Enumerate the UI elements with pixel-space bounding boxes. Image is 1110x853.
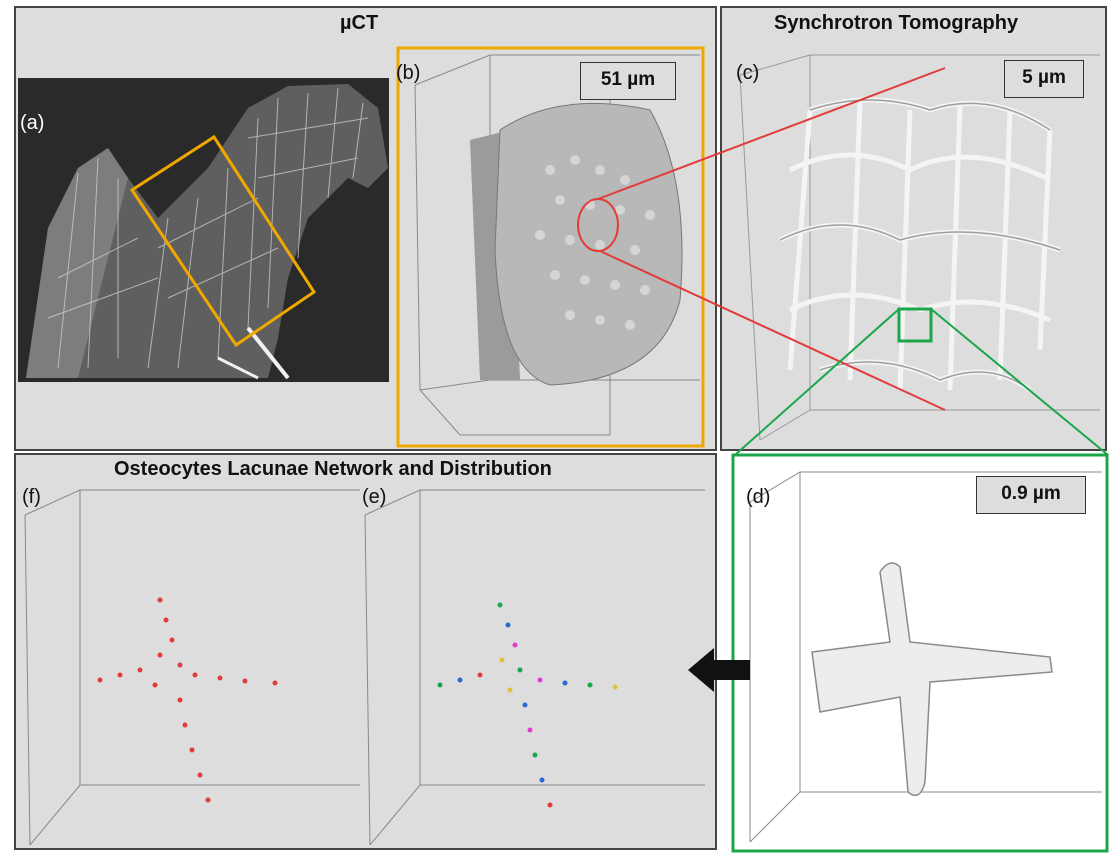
- lacunae-red-dots: [97, 597, 278, 803]
- bone-slab-front: [494, 102, 683, 386]
- lacunae-colored-render: [364, 489, 705, 845]
- femur-head-shape: [26, 84, 388, 378]
- uct-title: µCT: [340, 12, 379, 34]
- trabecula-render: [749, 471, 1102, 843]
- lacunae-colored-dots: [437, 602, 618, 808]
- label-a: (a): [20, 112, 45, 134]
- label-b: (b): [396, 62, 421, 84]
- trabecula-cross: [811, 562, 1053, 797]
- red-roi-circle: [577, 198, 619, 252]
- bone-ct-image: [18, 78, 389, 382]
- red-connector-bottom: [599, 250, 946, 411]
- scale-bar-b: 51 µm: [580, 62, 676, 100]
- trabecular-network-render: [739, 54, 1100, 440]
- green-connector-left: [734, 308, 900, 456]
- scale-bar-c: 5 µm: [1004, 60, 1084, 98]
- trabecular-bone-render: [414, 54, 700, 436]
- green-connector-right: [930, 308, 1109, 456]
- orange-crop-box: [396, 46, 705, 448]
- lacunae-red-render: [24, 489, 360, 845]
- label-f: (f): [22, 486, 41, 508]
- label-e: (e): [362, 486, 387, 508]
- label-c: (c): [736, 62, 760, 84]
- osteocytes-title: Osteocytes Lacunae Network and Distribut…: [114, 458, 552, 480]
- scale-bar-d: 0.9 µm: [976, 476, 1086, 514]
- left-arrow-icon: [688, 648, 750, 692]
- synchrotron-title: Synchrotron Tomography: [774, 12, 1019, 34]
- green-crop-box: [731, 453, 1109, 853]
- green-roi-box: [897, 307, 933, 343]
- red-connector-top: [597, 67, 946, 200]
- label-d: (d): [746, 486, 771, 508]
- orange-roi-box: [129, 134, 317, 348]
